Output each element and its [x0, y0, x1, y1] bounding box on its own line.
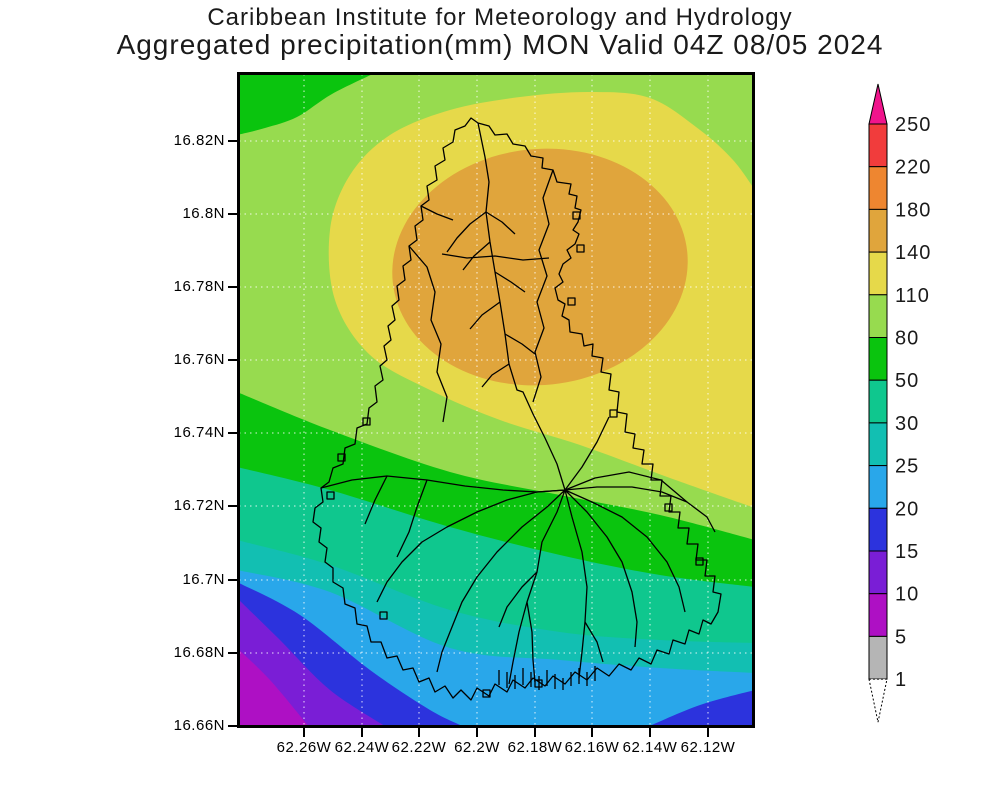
lon-tick-mark [303, 728, 305, 737]
colorbar-overflow-arrow [868, 83, 888, 125]
lat-tick-mark [228, 213, 237, 215]
colorbar-label-50: 50 [895, 370, 919, 392]
contour-bands [237, 72, 755, 728]
colorbar-segment-140 [868, 251, 888, 296]
lon-tick-mark [418, 728, 420, 737]
colorbar-segment-10 [868, 593, 888, 637]
lat-tick-label: 16.68N [173, 644, 225, 661]
coastal-stream-comb [498, 666, 596, 690]
lon-tick-label: 62.2W [454, 739, 500, 756]
lat-tick-label: 16.72N [173, 497, 225, 514]
band-140-180 [392, 148, 688, 386]
lon-tick-mark [649, 728, 651, 737]
colorbar-segment-220 [868, 166, 888, 210]
band-50-80-nw-corner [237, 72, 377, 135]
colorbar-label-180: 180 [895, 199, 931, 221]
lon-tick-label: 62.26W [276, 739, 332, 756]
lon-tick-mark [591, 728, 593, 737]
map-canvas [237, 72, 755, 728]
grid-lines [239, 74, 753, 727]
radial-streams-south [364, 416, 716, 685]
colorbar-segment-110 [868, 294, 888, 339]
colorbar-segment-50 [868, 379, 888, 424]
colorbar-segment-180 [868, 208, 888, 253]
colorbar-segment-250 [868, 123, 888, 168]
colorbar-label-10: 10 [895, 584, 919, 606]
colorbar-segment-15 [868, 550, 888, 595]
lat-tick-mark [228, 579, 237, 581]
north-stream-branches [420, 205, 550, 388]
lat-tick-mark [228, 140, 237, 142]
lon-tick-label: 62.18W [507, 739, 563, 756]
mid-island-divide [320, 471, 688, 503]
colorbar-label-250: 250 [895, 114, 931, 136]
lon-tick-label: 62.22W [391, 739, 447, 756]
lon-tick-mark [707, 728, 709, 737]
colorbar-label-15: 15 [895, 541, 919, 563]
lat-tick-mark [228, 505, 237, 507]
lat-tick-label: 16.66N [173, 717, 225, 734]
coastal-catchment-squares [326, 211, 704, 698]
figure-title-line2: Aggregated precipitation(mm) MON Valid 0… [116, 29, 884, 60]
colorbar: 250 220 180 140 110 80 50 30 25 20 15 10 5 1 [868, 83, 931, 723]
lon-tick-label: 62.24W [334, 739, 390, 756]
island-outline [312, 117, 722, 701]
west-ridge-line [408, 245, 448, 423]
colorbar-label-140: 140 [895, 242, 931, 264]
lon-tick-label: 62.14W [622, 739, 678, 756]
lat-tick-label: 16.8N [182, 205, 225, 222]
lat-tick-mark [228, 725, 237, 727]
figure-title-line1: Caribbean Institute for Meteorology and … [207, 4, 793, 31]
colorbar-label-1: 1 [895, 669, 907, 691]
colorbar-label-80: 80 [895, 328, 919, 350]
lat-tick-label: 16.82N [173, 132, 225, 149]
colorbar-label-25: 25 [895, 456, 919, 478]
band-15-20-se-wedge [645, 690, 755, 728]
lat-tick-label: 16.76N [173, 351, 225, 368]
colorbar-segment-80 [868, 337, 888, 381]
colorbar-segment-5 [868, 635, 888, 680]
colorbar-segment-25 [868, 465, 888, 509]
band-5-10 [237, 648, 310, 728]
lon-tick-label: 62.12W [680, 739, 736, 756]
map-frame [237, 72, 755, 728]
lat-tick-mark [228, 359, 237, 361]
lon-tick-label: 62.16W [564, 739, 620, 756]
colorbar-label-220: 220 [895, 157, 931, 179]
lat-tick-label: 16.7N [182, 571, 225, 588]
colorbar-label-20: 20 [895, 498, 919, 520]
colorbar-segment-20 [868, 507, 888, 552]
lat-tick-label: 16.74N [173, 424, 225, 441]
lat-tick-label: 16.78N [173, 278, 225, 295]
lon-tick-mark [476, 728, 478, 737]
colorbar-underflow-arrow [868, 678, 888, 723]
lon-tick-mark [534, 728, 536, 737]
island-watershed-network [312, 117, 722, 701]
colorbar-segment-30 [868, 422, 888, 467]
lat-tick-mark [228, 652, 237, 654]
lat-tick-mark [228, 432, 237, 434]
lon-tick-mark [361, 728, 363, 737]
lat-tick-mark [228, 286, 237, 288]
colorbar-label-5: 5 [895, 626, 907, 648]
colorbar-label-30: 30 [895, 413, 919, 435]
east-ridge-line [532, 169, 554, 403]
colorbar-label-110: 110 [895, 285, 930, 307]
